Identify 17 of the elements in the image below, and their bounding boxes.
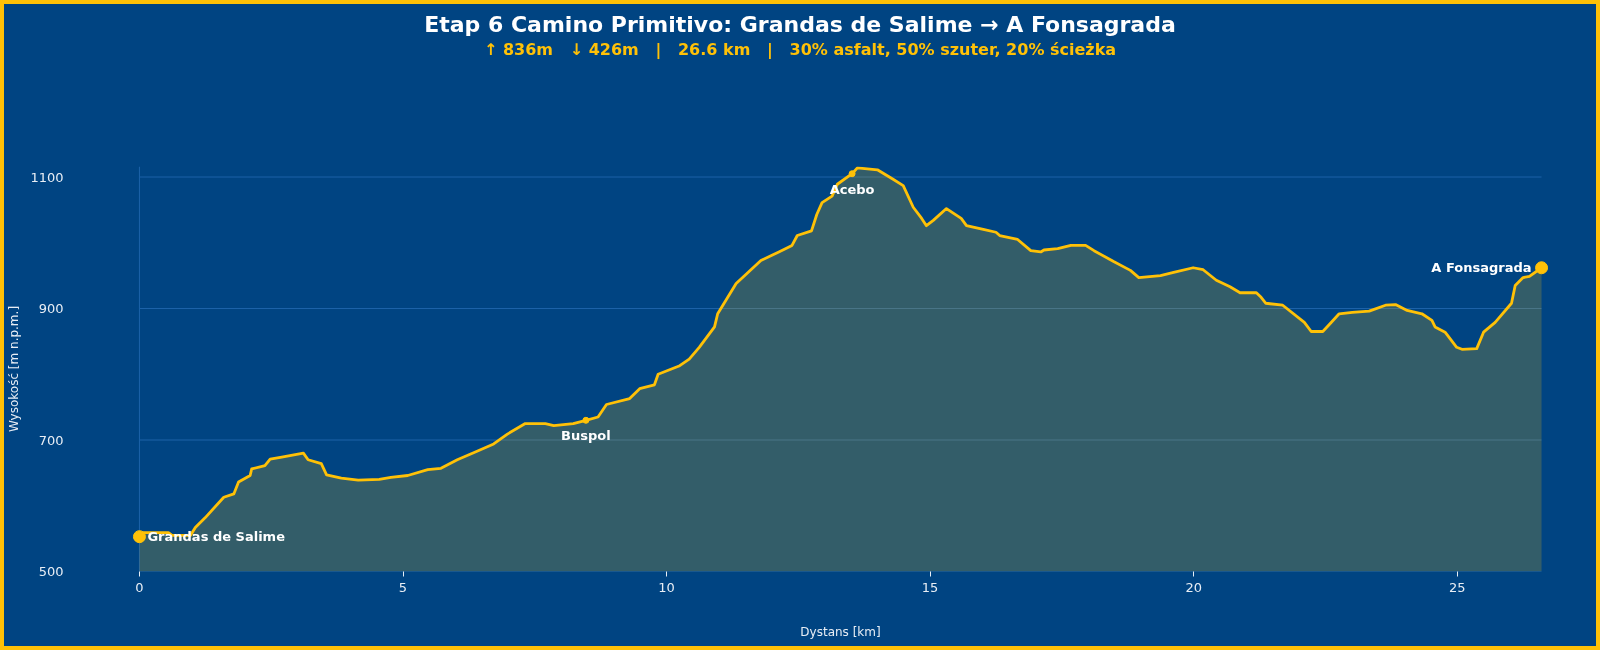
x-tick-label: 15 bbox=[921, 579, 939, 595]
x-tick-label: 5 bbox=[398, 579, 408, 595]
chart-subtitle: ↑ 836m ↓ 426m | 26.6 km | 30% asfalt, 50% szuter, 20% ścieżka bbox=[483, 40, 1117, 59]
y-tick-label: 900 bbox=[38, 301, 64, 317]
x-tick-label: 0 bbox=[135, 579, 144, 595]
annotation: Buspol bbox=[561, 428, 611, 444]
annotation: Grandas de Salime bbox=[147, 529, 286, 545]
x-tick-label: 20 bbox=[1185, 579, 1202, 595]
y-tick-label: 1100 bbox=[30, 169, 64, 185]
annotation: A Fonsagrada bbox=[1431, 260, 1532, 276]
x-tick-label: 25 bbox=[1448, 579, 1466, 595]
chart-title: Etap 6 Camino Primitivo: Grandas de Salime → A Fonsagrada bbox=[424, 12, 1176, 37]
y-tick-label: 700 bbox=[38, 432, 64, 448]
y-axis-title: Wysokość [m n.p.m.] bbox=[7, 305, 22, 433]
y-tick-label: 500 bbox=[38, 564, 64, 579]
x-axis-title: Dystans [km] bbox=[800, 624, 881, 639]
x-tick-label: 10 bbox=[658, 579, 675, 595]
